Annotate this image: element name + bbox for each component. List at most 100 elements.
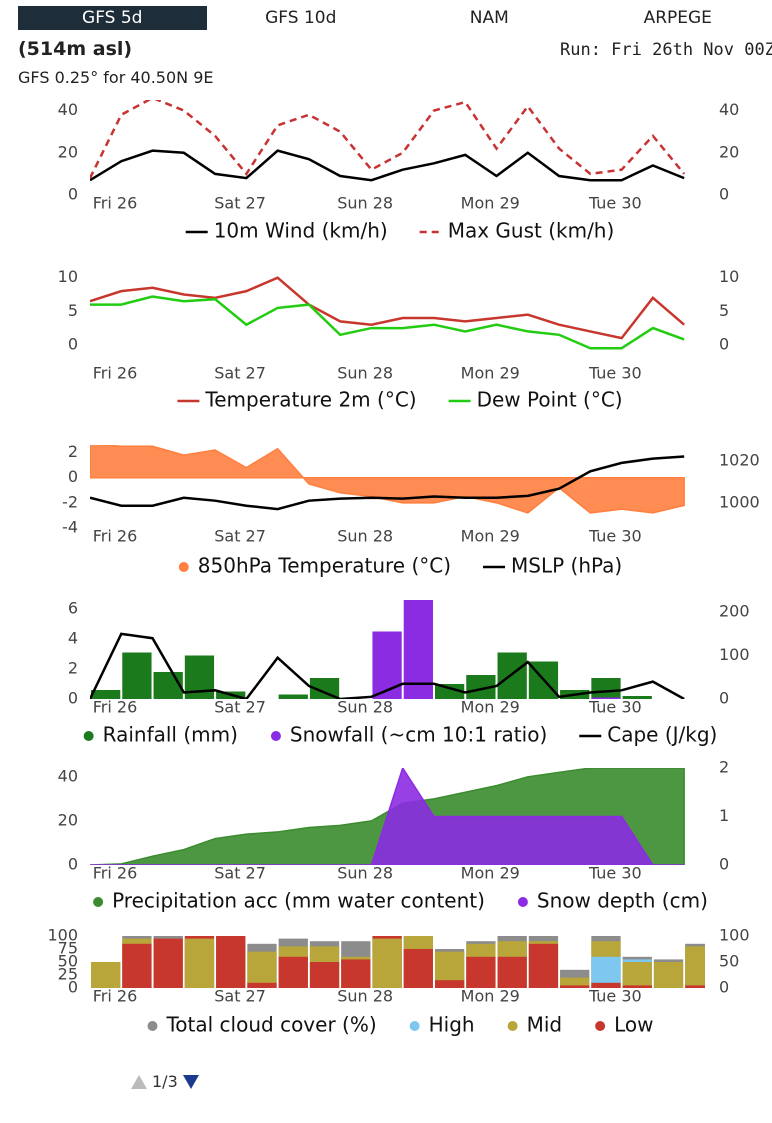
legend-label: High: [429, 1013, 475, 1037]
x-tick-label: Sat 27: [214, 864, 266, 883]
x-tick-label: Sat 27: [214, 194, 266, 213]
x-tick-label: Fri 26: [93, 364, 138, 383]
page-down[interactable]: [182, 1074, 200, 1090]
bar: [372, 938, 402, 988]
bar: [153, 938, 183, 988]
x-tick-label: Fri 26: [93, 527, 138, 546]
bar: [122, 943, 152, 988]
bar: [622, 962, 652, 988]
line: [90, 149, 685, 182]
legend-label: Precipitation acc (mm water content): [112, 889, 485, 913]
legend-label: Rainfall (mm): [103, 723, 238, 747]
x-tick-label: Sat 27: [214, 364, 266, 383]
plot-area: [90, 445, 685, 514]
tab[interactable]: NAM: [469, 8, 509, 28]
bar: [247, 982, 277, 988]
legend-label: Temperature 2m (°C): [204, 388, 416, 412]
legend-item: High: [409, 1013, 475, 1037]
bar: [403, 600, 433, 699]
plot-area: [90, 100, 686, 182]
legend-label: 10m Wind (km/h): [214, 219, 388, 243]
bar: [685, 946, 705, 988]
legend-label: Total cloud cover (%): [165, 1013, 376, 1037]
y-tick-label: 0: [68, 978, 78, 997]
y2-tick-label: 50: [719, 952, 739, 971]
x-tick-label: Sun 28: [337, 864, 393, 883]
tab[interactable]: ARPEGE: [643, 8, 712, 28]
legend-symbol: [409, 1021, 420, 1031]
y2-tick-label: 0: [719, 855, 729, 874]
bar: [216, 936, 246, 988]
plot-area: [90, 276, 685, 350]
y2-tick-label: 100: [719, 926, 750, 945]
bar: [122, 652, 152, 699]
legend-item: Low: [595, 1013, 654, 1037]
y2-tick-label: 2: [719, 758, 729, 777]
line: [90, 100, 686, 179]
y-tick-label: 0: [68, 467, 78, 486]
bar: [497, 956, 527, 988]
legend-label: Snowfall (~cm 10:1 ratio): [290, 723, 547, 747]
bar: [403, 949, 433, 988]
x-tick-label: Tue 30: [588, 864, 642, 883]
area: [90, 768, 685, 865]
legend-symbol: [93, 897, 104, 907]
y2-tick-label: 20: [719, 142, 739, 161]
y-tick-label: 2: [68, 442, 78, 461]
bar: [247, 951, 277, 988]
bar: [184, 938, 215, 988]
legend-label: Max Gust (km/h): [448, 219, 615, 243]
x-tick-label: Mon 29: [461, 527, 520, 546]
tab[interactable]: GFS 10d: [265, 8, 337, 28]
legend-item: MSLP (hPa): [483, 554, 622, 578]
page-up[interactable]: [130, 1074, 148, 1090]
legend-label: Mid: [527, 1013, 563, 1037]
bar: [278, 694, 308, 699]
bar: [591, 678, 621, 699]
line: [90, 276, 685, 340]
elevation: (514m asl): [18, 38, 133, 60]
x-tick-label: Tue 30: [588, 987, 642, 1006]
x-tick-label: Sat 27: [214, 527, 266, 546]
bar: [341, 959, 371, 988]
bar: [560, 985, 590, 988]
bar: [278, 956, 308, 988]
plot-area: [91, 936, 705, 988]
y-tick-label: 0: [68, 185, 78, 204]
x-tick-label: Sun 28: [337, 527, 393, 546]
y2-tick-label: 1020: [719, 450, 760, 469]
legend-label: MSLP (hPa): [511, 554, 622, 578]
y-tick-label: 25: [58, 965, 78, 984]
x-tick-label: Sun 28: [337, 194, 393, 213]
bar: [434, 980, 465, 988]
bar: [622, 696, 652, 699]
legend-item: Cape (J/kg): [579, 723, 717, 747]
x-tick-label: Fri 26: [93, 987, 138, 1006]
legend-item: Mid: [507, 1013, 563, 1037]
x-tick-label: Sun 28: [337, 987, 393, 1006]
pager: 1/3: [130, 1072, 200, 1091]
y2-tick-label: 1000: [719, 492, 760, 511]
legend-item: Dew Point (°C): [448, 388, 623, 412]
y2-tick-label: 100: [719, 645, 750, 664]
y-tick-label: 75: [58, 939, 78, 958]
bar: [560, 977, 590, 988]
legend-item: 10m Wind (km/h): [185, 219, 388, 243]
x-tick-label: Sat 27: [214, 987, 266, 1006]
y-tick-label: -4: [62, 518, 78, 537]
legend-symbol: [178, 562, 189, 572]
page-label: 1/3: [152, 1072, 178, 1091]
plot-area: [90, 600, 685, 699]
line: [90, 455, 685, 511]
bar: [622, 985, 652, 988]
run-time: Run: Fri 26th Nov 00Z: [560, 40, 772, 60]
legend-symbol: [507, 1021, 518, 1031]
legend-symbol: [147, 1021, 158, 1031]
legend-item: Total cloud cover (%): [147, 1013, 377, 1037]
tab[interactable]: GFS 5d: [18, 6, 207, 30]
x-tick-label: Tue 30: [588, 194, 642, 213]
y2-tick-label: 10: [719, 267, 739, 286]
x-tick-label: Sat 27: [214, 698, 266, 717]
bar: [372, 631, 402, 699]
